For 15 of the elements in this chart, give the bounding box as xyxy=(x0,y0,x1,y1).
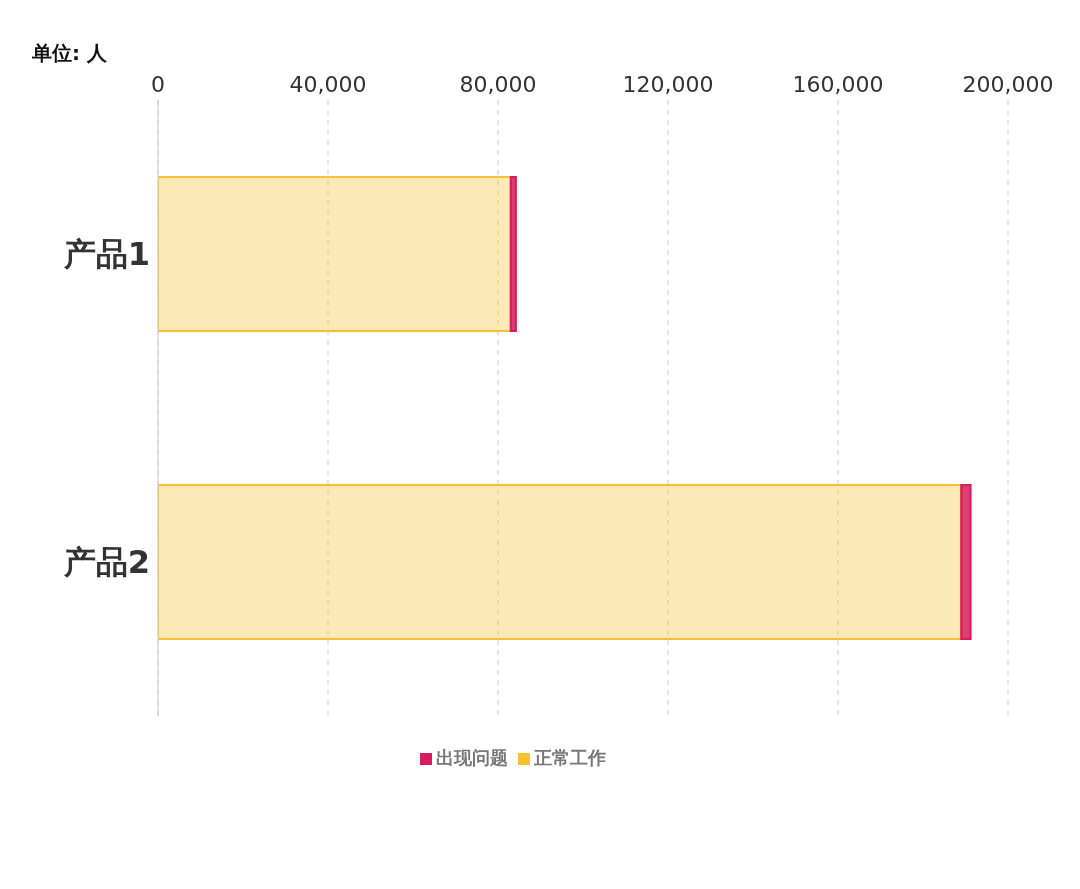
x-tick-label: 120,000 xyxy=(622,72,714,97)
bar xyxy=(960,484,972,640)
bar xyxy=(158,176,512,332)
x-tick-label: 160,000 xyxy=(792,72,884,97)
x-tick-label: 80,000 xyxy=(459,72,537,97)
bar xyxy=(158,484,963,640)
x-tick-label: 0 xyxy=(151,72,165,97)
y-tick-label: 产品1 xyxy=(62,235,150,274)
y-tick-label: 产品2 xyxy=(62,543,150,582)
x-tick-label: 200,000 xyxy=(962,72,1054,97)
legend-label: 正常工作 xyxy=(534,747,606,768)
legend-label: 出现问题 xyxy=(436,747,508,768)
bar xyxy=(509,176,517,332)
x-tick-label: 40,000 xyxy=(289,72,367,97)
x-axis-title: 单位: 人 xyxy=(32,40,107,67)
